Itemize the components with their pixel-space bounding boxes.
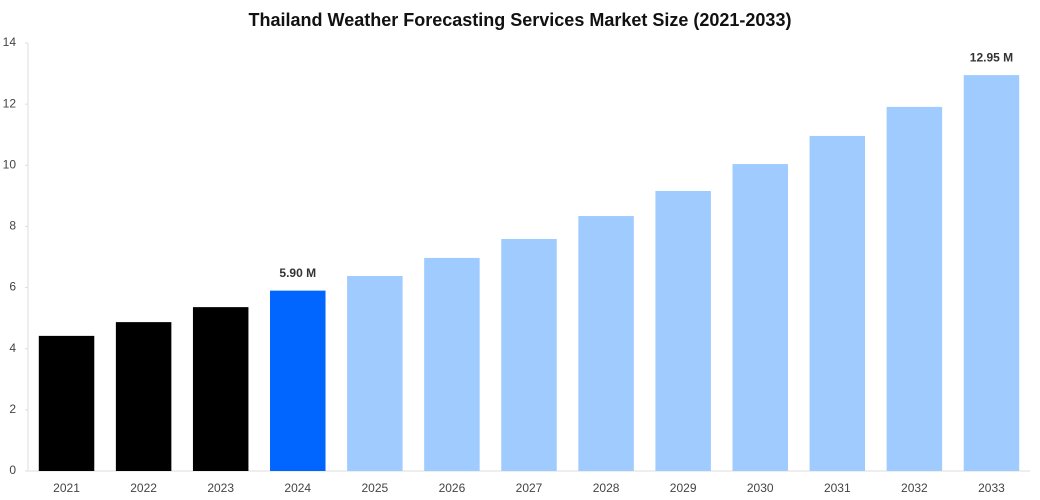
x-tick-label: 2028 <box>593 481 620 495</box>
bar <box>886 106 943 471</box>
bar <box>192 307 249 471</box>
x-tick-label: 2025 <box>361 481 388 495</box>
bar <box>655 190 711 472</box>
bar <box>424 257 480 471</box>
y-tick-label: 6 <box>9 280 16 294</box>
value-label: 12.95 M <box>970 50 1013 64</box>
bar <box>963 75 1020 471</box>
y-tick-label: 2 <box>9 402 16 416</box>
x-tick-label: 2023 <box>207 481 234 495</box>
x-tick-label: 2030 <box>747 481 774 495</box>
y-tick-label: 0 <box>9 463 16 477</box>
y-tick-label: 10 <box>3 157 17 171</box>
x-tick-label: 2026 <box>439 481 466 495</box>
bar <box>501 238 557 471</box>
bar <box>115 322 172 471</box>
y-tick-label: 12 <box>3 96 17 110</box>
bar <box>578 216 634 471</box>
x-tick-label: 2027 <box>516 481 543 495</box>
x-tick-label: 2024 <box>284 481 311 495</box>
y-tick-label: 14 <box>3 35 17 49</box>
bar <box>38 335 95 471</box>
value-label: 5.90 M <box>279 266 316 280</box>
x-tick-label: 2033 <box>978 481 1005 495</box>
y-tick-label: 4 <box>9 341 16 355</box>
bar <box>270 290 326 471</box>
bar <box>347 275 403 471</box>
x-tick-label: 2022 <box>130 481 157 495</box>
x-tick-label: 2021 <box>53 481 80 495</box>
y-tick-label: 8 <box>9 219 16 233</box>
bar <box>809 135 866 472</box>
x-tick-label: 2031 <box>824 481 851 495</box>
x-tick-label: 2032 <box>901 481 928 495</box>
bar <box>732 164 788 471</box>
chart-title: Thailand Weather Forecasting Services Ma… <box>249 10 792 30</box>
x-tick-label: 2029 <box>670 481 697 495</box>
